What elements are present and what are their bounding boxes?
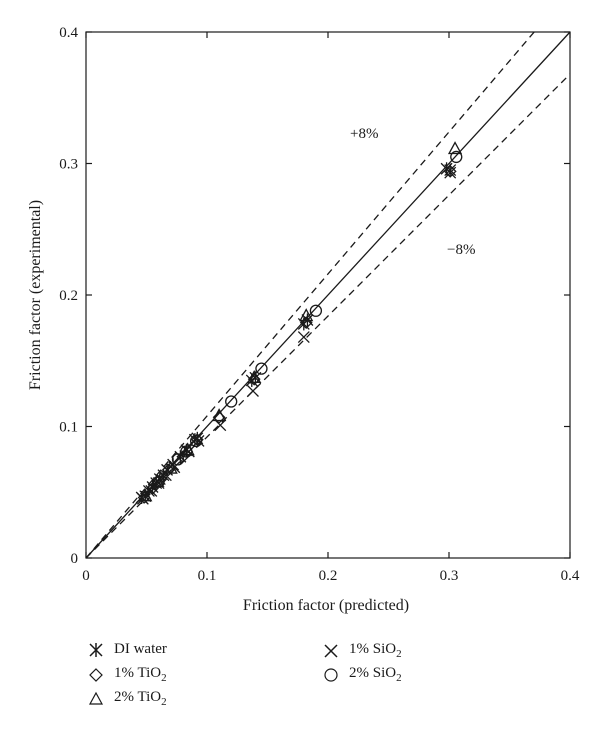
point-1pct-sio2 — [444, 166, 457, 179]
annotation-plus-8: +8% — [350, 126, 378, 142]
legend-item-2pct-tio2: 2% TiO2 — [88, 689, 167, 708]
point-2pct-tio2 — [212, 408, 227, 422]
legend-item-2pct-sio2: 2% SiO2 — [323, 665, 402, 684]
y-tick-label: 0.2 — [59, 288, 78, 304]
point-1pct-tio2 — [161, 463, 175, 477]
point-1pct-sio2 — [168, 461, 181, 474]
y-tick-label: 0.3 — [59, 157, 78, 173]
legend-label: 2% TiO2 — [114, 689, 167, 708]
point-2pct-tio2 — [299, 308, 314, 322]
point-1pct-sio2 — [182, 445, 195, 458]
point-2pct-tio2 — [447, 141, 463, 155]
circle-marker-icon — [324, 667, 338, 682]
legend-label: 1% TiO2 — [114, 665, 167, 684]
legend-label: 2% SiO2 — [349, 665, 402, 684]
point-1pct-sio2 — [297, 331, 310, 344]
reference-line-2 — [85, 73, 571, 559]
x-tick-label: 0.3 — [440, 568, 459, 584]
point-1pct-sio2 — [247, 385, 259, 397]
legend-label: 1% SiO2 — [349, 641, 402, 660]
point-2pct-sio2 — [180, 445, 193, 458]
triangle-marker-icon — [88, 691, 104, 705]
x-marker-icon — [324, 643, 338, 658]
point-1pct-sio2 — [192, 435, 205, 447]
point-2pct-sio2 — [225, 395, 238, 408]
point-2pct-sio2 — [255, 362, 268, 375]
point-2pct-sio2 — [189, 434, 203, 448]
friction-factor-chart: 0 0.1 0.2 0.3 0.4 0 0.1 0.2 0.3 0.4 +8% −8% Frict… — [27, 25, 580, 614]
point-2pct-tio2 — [247, 369, 262, 383]
legend-item-1pct-tio2: 1% TiO2 — [88, 665, 167, 684]
legend-label: DI water — [114, 641, 167, 657]
x-tick-label: 0.2 — [319, 568, 338, 584]
point-2pct-sio2 — [171, 453, 185, 466]
point-2pct-sio2 — [450, 150, 463, 164]
x-axis-label: Friction factor (predicted) — [243, 597, 409, 614]
x-tick-label: 0.4 — [561, 568, 580, 584]
diamond-marker-icon — [89, 667, 103, 682]
point-2pct-sio2 — [152, 475, 165, 488]
y-axis-label: Friction factor (experimental) — [27, 200, 44, 390]
y-tick-label: 0 — [71, 551, 79, 567]
point-1pct-sio2 — [214, 419, 227, 432]
asterisk-marker-icon — [89, 642, 103, 657]
data-points — [135, 141, 463, 505]
y-tick-label: 0.4 — [59, 25, 78, 41]
y-tick-label: 0.1 — [59, 420, 78, 436]
axis-ticks: 0 0.1 0.2 0.3 0.4 0 0.1 0.2 0.3 0.4 — [59, 25, 580, 584]
annotation-minus-8: −8% — [447, 242, 475, 258]
point-2pct-sio2 — [309, 304, 323, 317]
legend-item-1pct-sio2: 1% SiO2 — [323, 641, 402, 660]
x-tick-label: 0 — [82, 568, 90, 584]
legend-item-di-water: DI water — [88, 641, 167, 658]
x-tick-label: 0.1 — [198, 568, 217, 584]
legend: DI water 1% TiO2 2% TiO2 1% SiO2 2% SiO2 — [0, 636, 600, 726]
